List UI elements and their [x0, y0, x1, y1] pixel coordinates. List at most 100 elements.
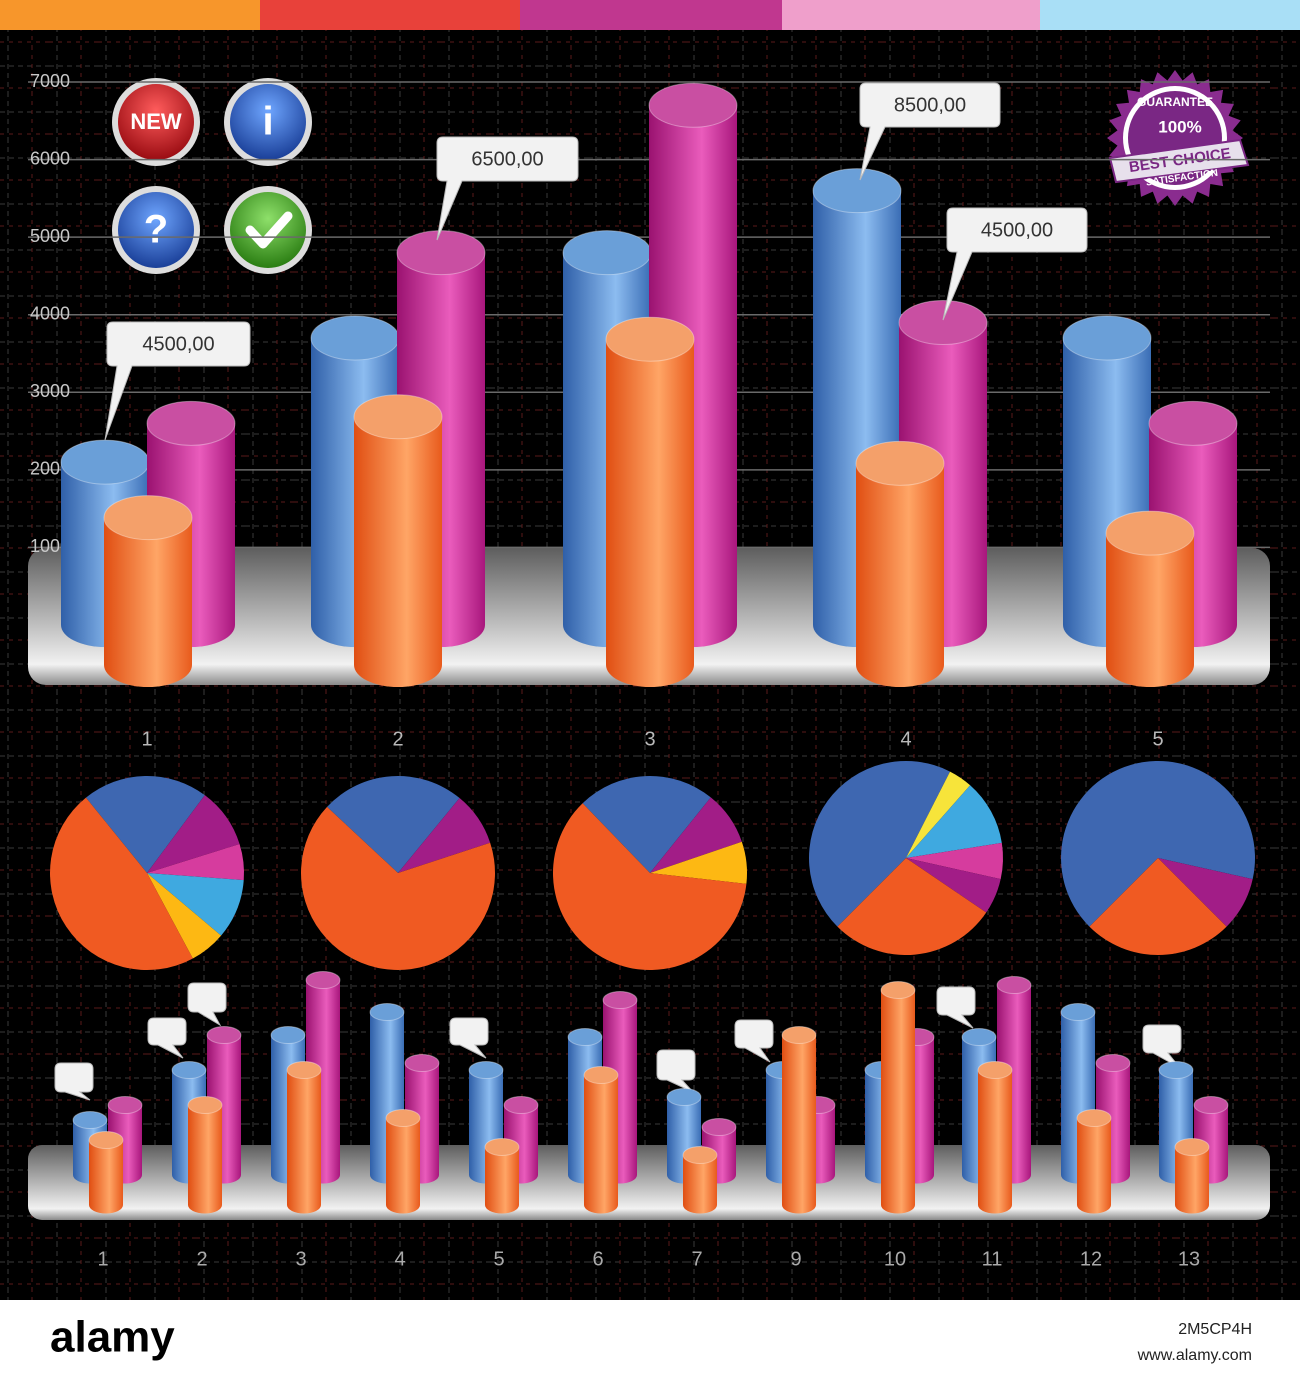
- cylinder-top: [666, 1088, 702, 1106]
- button-new[interactable]: NEW: [112, 78, 200, 166]
- cylinder-body: [1077, 1118, 1111, 1205]
- cylinder: [353, 394, 443, 687]
- pie-slice: [809, 761, 951, 927]
- pie-slice: [837, 858, 987, 955]
- callout-label: 6500,00: [471, 148, 543, 170]
- callout-box: [104, 321, 251, 441]
- pie-slice: [147, 795, 240, 873]
- y-tick-label: 1000: [30, 536, 70, 556]
- y-tick-label: 2000: [30, 459, 70, 479]
- cylinder-body: [287, 1070, 321, 1205]
- button-face: [118, 84, 194, 160]
- speech-bubble: [936, 986, 976, 1029]
- button-info[interactable]: i: [224, 78, 312, 166]
- cylinder-top: [1193, 1096, 1229, 1114]
- x-tick-label: 5: [493, 1248, 504, 1270]
- cylinder: [484, 1138, 520, 1214]
- y-tick-label: 5000: [30, 226, 70, 246]
- cylinder: [103, 495, 193, 687]
- pie-slice: [582, 776, 711, 873]
- cylinder-top: [781, 1026, 817, 1044]
- badge-top: GUARANTEE: [1137, 95, 1213, 109]
- cylinder-top: [1076, 1109, 1112, 1127]
- callout-box: [942, 207, 1088, 321]
- cylinder: [605, 316, 695, 687]
- speech-bubble: [147, 1017, 187, 1059]
- x-tick-label: 10: [884, 1248, 906, 1270]
- pie-slice: [300, 806, 495, 970]
- callout-label: 4500,00: [981, 219, 1053, 241]
- cylinder: [286, 1061, 322, 1214]
- speech-bubble: [656, 1049, 696, 1093]
- cylinder-top: [484, 1138, 520, 1156]
- cylinder-top: [206, 1026, 242, 1044]
- cylinder: [88, 1131, 124, 1214]
- cylinder-top: [701, 1118, 737, 1136]
- speech-bubble: [1142, 1024, 1182, 1069]
- callout-box: [436, 136, 579, 241]
- cylinder: [385, 1109, 421, 1214]
- cylinder-top: [353, 394, 443, 440]
- cylinder-top: [286, 1061, 322, 1079]
- pie-slice: [906, 771, 971, 858]
- speech-bubble: [187, 982, 227, 1027]
- top-stripe: [1040, 0, 1300, 30]
- cylinder-body: [856, 463, 944, 665]
- cylinder-top: [270, 1026, 306, 1044]
- badge-center-text: 100%: [1158, 117, 1201, 136]
- pie-slice: [327, 776, 460, 873]
- cylinder: [1105, 510, 1195, 687]
- cylinder-top: [187, 1096, 223, 1114]
- button-ok[interactable]: [224, 186, 312, 274]
- cylinder-top: [583, 1066, 619, 1084]
- top-stripe: [782, 0, 1040, 30]
- x-tick-label: 6: [592, 1248, 603, 1270]
- cylinder-top: [305, 971, 341, 989]
- x-tick-label: 1: [97, 1248, 108, 1270]
- cylinder-top: [977, 1061, 1013, 1079]
- cylinder-top: [605, 316, 695, 362]
- x-tick-label: 13: [1178, 1248, 1200, 1270]
- cylinder-top: [1105, 510, 1195, 556]
- x-tick-label: 4: [394, 1248, 405, 1270]
- charts: 1000 2000 3000 4000 5000 6000 7000 4500,00 6500,…: [28, 71, 1270, 1270]
- button-help[interactable]: ?: [112, 186, 200, 274]
- cylinder-top: [1062, 315, 1152, 361]
- pie-slice: [85, 775, 205, 873]
- footer-brand: alamy: [50, 1313, 175, 1362]
- cylinder-body: [188, 1105, 222, 1205]
- cylinder-top: [996, 976, 1032, 994]
- pie-slice: [650, 841, 747, 884]
- pie-title: 1: [141, 728, 152, 750]
- button-label: NEW: [130, 109, 182, 134]
- y-tick-label: 3000: [30, 381, 70, 401]
- check-icon: [245, 211, 293, 249]
- cylinder-top: [855, 440, 945, 486]
- pie-slice: [398, 798, 491, 873]
- pie-slice: [650, 797, 742, 873]
- callout-label: 8500,00: [894, 94, 966, 116]
- speech-bubble: [734, 1019, 774, 1063]
- cylinder-top: [880, 981, 916, 999]
- cylinder: [781, 1026, 817, 1214]
- cylinder-body: [485, 1147, 519, 1205]
- pie-slice: [1061, 760, 1255, 927]
- cylinder-top: [171, 1061, 207, 1079]
- badge: GUARANTEE 100% BEST CHOICE SATISFACTION: [1107, 70, 1250, 206]
- button-face: [118, 192, 194, 268]
- x-tick-label: 9: [790, 1248, 801, 1270]
- badge-ribbon: [1108, 138, 1250, 184]
- cylinder-top: [1158, 1061, 1194, 1079]
- button-label: i: [262, 100, 273, 144]
- pie-slice: [906, 842, 1003, 880]
- button-face: [230, 192, 306, 268]
- cylinder-top: [404, 1054, 440, 1072]
- button-label: ?: [144, 208, 168, 252]
- cylinder-body: [1175, 1147, 1209, 1205]
- top-stripe: [520, 0, 782, 30]
- pie-slice: [147, 873, 222, 959]
- cylinder-top: [503, 1096, 539, 1114]
- cylinder-body: [584, 1075, 618, 1205]
- cylinder-top: [1174, 1138, 1210, 1156]
